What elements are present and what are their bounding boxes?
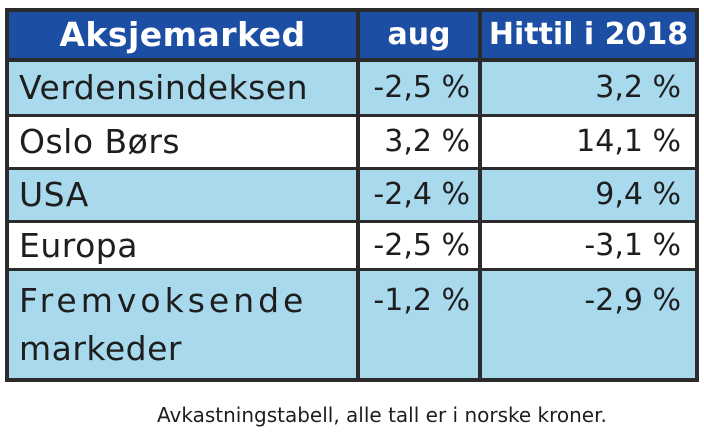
header-market: Aksjemarked bbox=[9, 12, 356, 58]
table-caption: Avkastningstabell, alle tall er i norske… bbox=[157, 403, 607, 427]
row-aug-oslo-bors: 3,2 % bbox=[360, 117, 478, 167]
header-ytd: Hittil i 2018 bbox=[482, 12, 695, 58]
row-market-fremvoksende: Fremvoksende markeder bbox=[9, 271, 356, 378]
row-market-verdensindeksen: Verdensindeksen bbox=[9, 62, 356, 114]
row-market-oslo-bors: Oslo Børs bbox=[9, 117, 356, 167]
returns-table: Aksjemarked aug Hittil i 2018 Verdensind… bbox=[5, 8, 699, 382]
row-aug-usa: -2,4 % bbox=[360, 170, 478, 220]
row-ytd-verdensindeksen: 3,2 % bbox=[482, 62, 695, 114]
row-ytd-usa: 9,4 % bbox=[482, 170, 695, 220]
row-market-fremvoksende-line1: Fremvoksende bbox=[19, 281, 308, 320]
row-aug-verdensindeksen: -2,5 % bbox=[360, 62, 478, 114]
header-aug: aug bbox=[360, 12, 478, 58]
row-aug-europa: -2,5 % bbox=[360, 223, 478, 268]
row-market-fremvoksende-line2: markeder bbox=[19, 329, 182, 368]
row-market-europa: Europa bbox=[9, 223, 356, 268]
row-aug-fremvoksende: -1,2 % bbox=[360, 271, 478, 378]
row-ytd-fremvoksende: -2,9 % bbox=[482, 271, 695, 378]
row-market-usa: USA bbox=[9, 170, 356, 220]
row-ytd-europa: -3,1 % bbox=[482, 223, 695, 268]
row-ytd-oslo-bors: 14,1 % bbox=[482, 117, 695, 167]
